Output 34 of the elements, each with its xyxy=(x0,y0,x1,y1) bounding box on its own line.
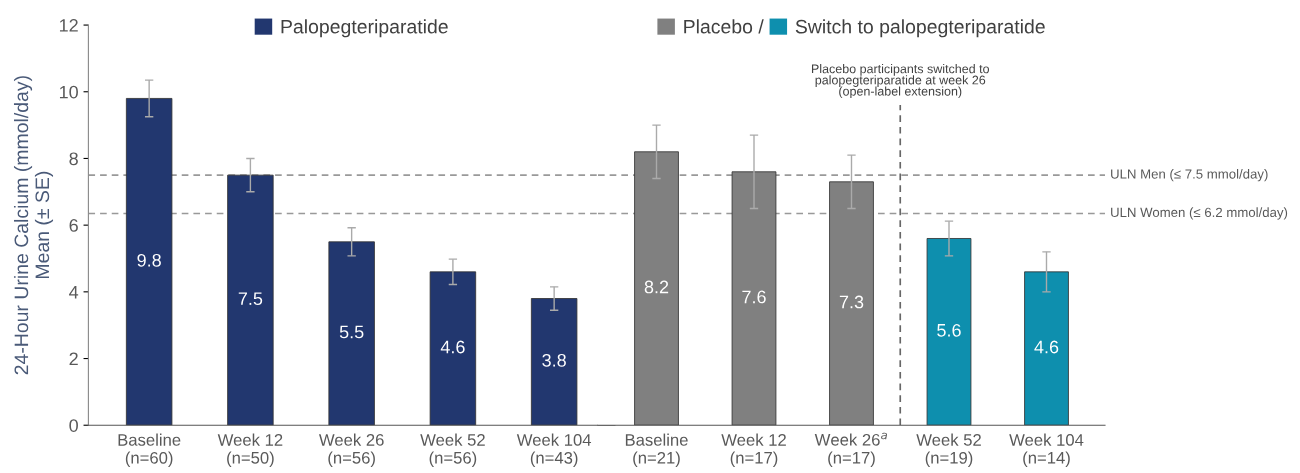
x-tick-label: Week 52 (n=19) xyxy=(916,433,981,468)
data-label: 5.5 xyxy=(339,325,364,339)
ref-line-label: ULN Women (≤ 6.2 mmol/day) xyxy=(1111,207,1288,220)
annotation: Placebo participants switched to palopegteriparatide at week 26 (open-label extension) xyxy=(812,64,990,99)
y-tick-label: 2 xyxy=(69,352,78,366)
legend-label: Palopegteriparatide xyxy=(281,19,448,38)
y-tick-label: 0 xyxy=(69,419,78,432)
x-tick-label: Week 12 (n=17) xyxy=(721,433,786,468)
data-label: 4.6 xyxy=(440,340,465,354)
data-label: 4.6 xyxy=(1034,340,1059,354)
y-axis-title: 24-Hour Urine Calcium (mmol/day) Mean (± SE) xyxy=(13,76,54,375)
x-tick-label: Week 104 (n=14) xyxy=(1009,433,1084,468)
data-label: 8.2 xyxy=(644,280,669,294)
data-label: 7.6 xyxy=(742,290,766,304)
legend-label: Placebo / xyxy=(684,19,764,34)
x-tick-label: Week 52 (n=56) xyxy=(420,433,485,468)
x-tick-label: Baseline (n=21) xyxy=(625,433,688,468)
legend-label: Switch to palopegteriparatide xyxy=(795,19,1045,38)
data-label: 7.5 xyxy=(238,292,263,306)
y-tick-label: 10 xyxy=(59,85,78,99)
x-tick-label: Baseline (n=60) xyxy=(118,433,181,468)
data-label: 9.8 xyxy=(137,253,161,267)
x-tick-label: Week 26 (n=56) xyxy=(318,433,384,468)
x-tick-label: Week 12 (n=50) xyxy=(217,433,283,468)
data-label: 3.8 xyxy=(542,353,566,367)
y-tick-label: 12 xyxy=(59,19,78,32)
y-tick-label: 4 xyxy=(69,285,79,299)
data-label: 5.6 xyxy=(937,323,961,337)
y-tick-label: 6 xyxy=(69,219,78,232)
x-tick-label: Week 104 (n=43) xyxy=(516,433,592,468)
ref-line-label: ULN Men (≤ 7.5 mmol/day) xyxy=(1111,168,1268,182)
x-tick-label: Week 26$^{a}$ (n=17) xyxy=(814,432,887,468)
y-tick-label: 8 xyxy=(69,152,78,166)
data-label: 7.3 xyxy=(839,295,864,309)
